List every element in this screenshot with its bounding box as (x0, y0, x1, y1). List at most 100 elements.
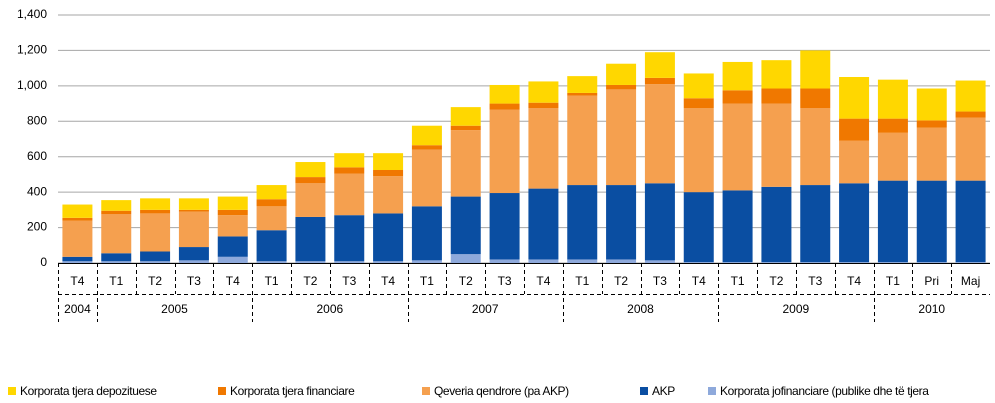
bar-segment (606, 89, 637, 186)
bar-segment (528, 108, 559, 189)
bar-segment (62, 261, 93, 263)
legend-swatch (640, 387, 648, 395)
y-tick-label: 0 (40, 255, 47, 269)
bar-segment (644, 183, 675, 261)
bar-segment (877, 118, 908, 133)
bar-segment (800, 262, 831, 263)
bar-segment (217, 256, 248, 263)
bar-segment (644, 260, 675, 263)
bar-segment (101, 200, 132, 211)
x-tick-label: T1 (575, 274, 589, 288)
bar-segment (955, 262, 986, 263)
bar-segment (567, 92, 598, 96)
bar-segment (916, 120, 947, 128)
bar-segment (62, 204, 93, 218)
bar-segment (411, 145, 442, 150)
bar-segment (489, 193, 520, 260)
bar-segment (217, 209, 248, 216)
bar-segment (256, 199, 287, 207)
bar-segment (62, 220, 93, 257)
legend-swatch (218, 387, 226, 395)
bar-segment (411, 125, 442, 146)
bar-segment (101, 261, 132, 263)
x-tick-label: T3 (808, 274, 822, 288)
bar-segment (373, 213, 404, 262)
bar-segment (839, 262, 870, 263)
bar-segment (334, 153, 365, 168)
bar-segment (644, 77, 675, 85)
legend-label: Korporata tjera depozituese (20, 384, 157, 398)
legend-swatch (708, 387, 716, 395)
bar-segment (761, 103, 792, 187)
bar-segment (606, 84, 637, 90)
x-tick-label: Maj (961, 274, 980, 288)
bar-segment (450, 107, 481, 126)
bar-segment (256, 230, 287, 262)
bar-segment (140, 198, 171, 210)
x-tick-label: T2 (769, 274, 783, 288)
bar-segment (217, 236, 248, 257)
bar-segment (450, 254, 481, 263)
bar-segment (644, 52, 675, 78)
y-tick-label: 1,000 (17, 78, 47, 92)
bar-segment (683, 108, 714, 193)
bar-segment (178, 198, 209, 210)
bar-segment (178, 209, 209, 212)
bar-segment (877, 79, 908, 119)
x-tick-label: T3 (342, 274, 356, 288)
x-tick-label: T4 (536, 274, 550, 288)
y-tick-label: 400 (27, 184, 47, 198)
bar-segment (411, 260, 442, 263)
bar-segment (839, 140, 870, 184)
bar-segment (528, 102, 559, 108)
bar-segment (955, 117, 986, 181)
x-tick-label: T4 (70, 274, 84, 288)
bar-segment (140, 209, 171, 214)
bar-segment (916, 88, 947, 121)
x-tick-label: T4 (847, 274, 861, 288)
bar-segment (334, 215, 365, 262)
bar-segment (178, 247, 209, 261)
x-tick-label: T2 (148, 274, 162, 288)
bar-segment (256, 261, 287, 263)
bar-segment (800, 108, 831, 186)
bar-segment (217, 196, 248, 210)
bar-segment (644, 84, 675, 184)
group-label: 2006 (316, 302, 343, 316)
bar-segment (839, 77, 870, 119)
bar-segment (800, 185, 831, 263)
x-tick-label: T4 (226, 274, 240, 288)
bar-segment (528, 81, 559, 103)
x-tick-label: T1 (731, 274, 745, 288)
bar-segment (489, 84, 520, 104)
bar-segment (334, 261, 365, 263)
bar-segment (140, 261, 171, 263)
bar-segment (450, 196, 481, 255)
y-tick-label: 1,400 (17, 7, 47, 21)
bar-segment (839, 118, 870, 141)
bar-segment (722, 90, 753, 104)
group-label: 2004 (64, 302, 91, 316)
bar-segment (877, 262, 908, 263)
bar-segment (761, 88, 792, 104)
bar-segment (683, 262, 714, 263)
y-tick-label: 600 (27, 149, 47, 163)
y-tick-label: 1,200 (17, 43, 47, 57)
bar-segment (295, 261, 326, 263)
bar-segment (101, 210, 132, 215)
legend-swatch (8, 387, 16, 395)
bar-segment (955, 111, 986, 118)
x-tick-label: T3 (653, 274, 667, 288)
bar-segment (256, 185, 287, 200)
x-tick-label: T1 (886, 274, 900, 288)
bar-segment (761, 186, 792, 263)
bar-segment (916, 262, 947, 263)
bar-segment (722, 262, 753, 263)
x-tick-label: T4 (381, 274, 395, 288)
bar-segment (178, 211, 209, 248)
bar-segment (800, 88, 831, 108)
bar-segment (761, 60, 792, 89)
group-label: 2010 (918, 302, 945, 316)
x-tick-label: Pri (924, 274, 939, 288)
bar-segment (373, 153, 404, 170)
